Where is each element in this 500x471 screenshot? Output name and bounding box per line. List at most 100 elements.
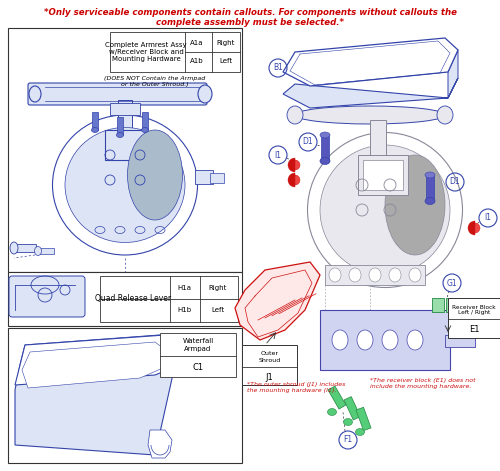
Wedge shape bbox=[295, 160, 300, 170]
Bar bbox=[242, 345, 297, 385]
Text: Right: Right bbox=[217, 40, 235, 46]
FancyBboxPatch shape bbox=[28, 83, 207, 105]
Text: Left: Left bbox=[220, 58, 232, 64]
Ellipse shape bbox=[409, 268, 421, 282]
Text: Quad Release Lever: Quad Release Lever bbox=[95, 294, 171, 303]
Bar bbox=[8, 272, 242, 326]
Text: Receiver Block
Left / Right: Receiver Block Left / Right bbox=[452, 305, 496, 316]
Text: *The receiver block (E1) does not
include the mounting hardware.: *The receiver block (E1) does not includ… bbox=[370, 378, 476, 389]
Text: D1: D1 bbox=[302, 138, 314, 146]
Text: *The outer shroud (J1) includes
the mounting hardware (I1).: *The outer shroud (J1) includes the moun… bbox=[247, 382, 346, 393]
Bar bbox=[100, 276, 238, 322]
Bar bbox=[432, 298, 444, 312]
Polygon shape bbox=[15, 335, 185, 385]
Polygon shape bbox=[283, 78, 458, 108]
Text: A1a: A1a bbox=[190, 40, 204, 46]
Ellipse shape bbox=[437, 106, 453, 124]
Ellipse shape bbox=[349, 268, 361, 282]
Text: C1: C1 bbox=[192, 363, 203, 372]
Polygon shape bbox=[148, 430, 172, 458]
Ellipse shape bbox=[356, 429, 364, 436]
Bar bbox=[448, 298, 500, 338]
Bar bbox=[344, 397, 360, 420]
Text: (DOES NOT Contain the Armpad
or the Outer Shroud.): (DOES NOT Contain the Armpad or the Oute… bbox=[104, 76, 206, 87]
Ellipse shape bbox=[320, 132, 330, 138]
Bar bbox=[142, 112, 148, 130]
Bar bbox=[356, 407, 371, 430]
Ellipse shape bbox=[198, 85, 212, 103]
Text: Outer
Shroud: Outer Shroud bbox=[258, 351, 280, 363]
Wedge shape bbox=[295, 175, 300, 185]
Wedge shape bbox=[468, 221, 475, 235]
Bar bbox=[110, 103, 140, 115]
Text: A1b: A1b bbox=[190, 58, 204, 64]
Bar bbox=[110, 32, 240, 72]
Bar bbox=[210, 173, 224, 183]
Ellipse shape bbox=[308, 132, 462, 287]
Ellipse shape bbox=[10, 242, 18, 254]
Text: I1: I1 bbox=[274, 151, 281, 160]
Bar bbox=[117, 117, 123, 135]
Text: D1: D1 bbox=[450, 178, 460, 187]
Ellipse shape bbox=[128, 130, 182, 220]
Bar bbox=[370, 120, 386, 158]
Text: J1: J1 bbox=[266, 373, 274, 382]
Bar bbox=[445, 335, 475, 347]
Text: B1: B1 bbox=[273, 64, 283, 73]
Ellipse shape bbox=[382, 330, 398, 350]
Ellipse shape bbox=[385, 155, 445, 255]
Wedge shape bbox=[475, 223, 480, 233]
Bar bbox=[320, 310, 450, 370]
Bar bbox=[118, 100, 132, 135]
Bar bbox=[105, 130, 145, 160]
Text: H1a: H1a bbox=[177, 285, 191, 291]
Ellipse shape bbox=[65, 128, 185, 243]
Text: F1: F1 bbox=[344, 436, 352, 445]
Ellipse shape bbox=[295, 106, 445, 124]
Bar bbox=[8, 28, 242, 272]
Text: Waterfall
Armpad: Waterfall Armpad bbox=[182, 338, 214, 352]
Text: H1b: H1b bbox=[177, 307, 191, 313]
Ellipse shape bbox=[328, 408, 336, 415]
Ellipse shape bbox=[389, 268, 401, 282]
Text: *Only serviceable components contain callouts. For components without callouts t: *Only serviceable components contain cal… bbox=[44, 8, 457, 17]
Ellipse shape bbox=[52, 115, 198, 255]
Bar bbox=[325, 265, 425, 285]
Polygon shape bbox=[448, 50, 458, 98]
Bar bbox=[321, 135, 329, 161]
Bar bbox=[195, 170, 213, 184]
Text: Right: Right bbox=[209, 285, 227, 291]
Bar bbox=[328, 386, 346, 409]
Ellipse shape bbox=[344, 419, 352, 425]
Wedge shape bbox=[288, 173, 295, 187]
Bar bbox=[358, 155, 408, 195]
Ellipse shape bbox=[357, 330, 373, 350]
Bar bbox=[14, 244, 36, 252]
Polygon shape bbox=[283, 38, 458, 86]
Ellipse shape bbox=[320, 157, 330, 164]
Ellipse shape bbox=[329, 268, 341, 282]
Text: complete assembly must be selected.*: complete assembly must be selected.* bbox=[156, 18, 344, 27]
Text: I1: I1 bbox=[484, 213, 492, 222]
Ellipse shape bbox=[332, 330, 348, 350]
Ellipse shape bbox=[34, 246, 42, 255]
FancyBboxPatch shape bbox=[9, 276, 85, 317]
Wedge shape bbox=[288, 158, 295, 172]
Bar bbox=[363, 160, 403, 190]
Text: Complete Armrest Assy
w/Receiver Block and
Mounting Hardware: Complete Armrest Assy w/Receiver Block a… bbox=[105, 41, 187, 63]
Bar bbox=[160, 333, 236, 377]
Bar bbox=[446, 298, 458, 312]
Ellipse shape bbox=[92, 128, 98, 132]
Ellipse shape bbox=[142, 128, 148, 132]
Bar bbox=[8, 328, 242, 463]
Ellipse shape bbox=[369, 268, 381, 282]
Bar bbox=[426, 175, 434, 201]
Polygon shape bbox=[22, 342, 168, 388]
Bar bbox=[92, 112, 98, 130]
Text: Left: Left bbox=[212, 307, 224, 313]
Polygon shape bbox=[15, 335, 175, 455]
Text: G1: G1 bbox=[446, 278, 458, 287]
Bar bbox=[38, 248, 54, 254]
Ellipse shape bbox=[425, 172, 435, 178]
Ellipse shape bbox=[425, 197, 435, 204]
